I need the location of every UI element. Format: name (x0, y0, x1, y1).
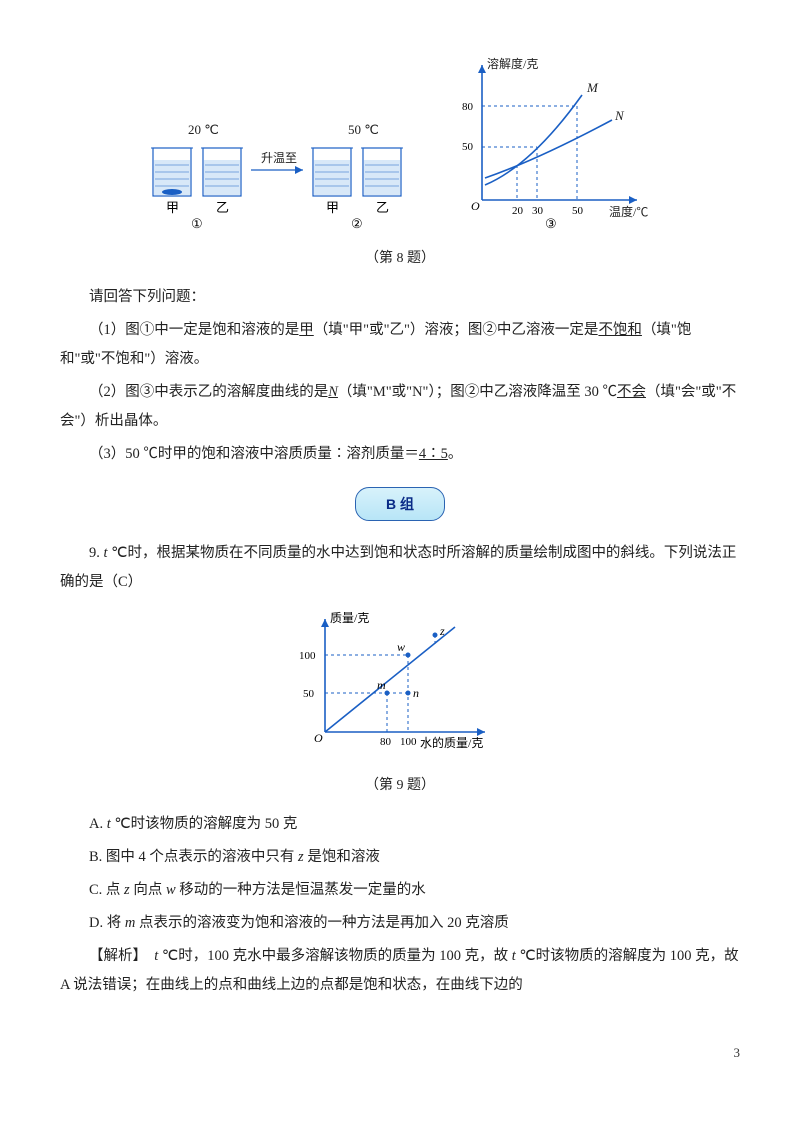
beaker-label-1: 甲 (166, 200, 179, 215)
svg-text:80: 80 (462, 101, 474, 113)
svg-text:M: M (586, 80, 599, 95)
q9-a: 9. (89, 545, 104, 561)
beaker-label-3: 甲 (326, 200, 339, 215)
q8-1-a: （1）图①中一定是饱和溶液的是 (89, 322, 299, 338)
arrow-label: 升温至 (261, 151, 297, 165)
svg-text:20: 20 (512, 205, 524, 217)
q8-1-ans2: 不饱和 (598, 322, 642, 338)
circle-3: ③ (545, 216, 557, 230)
fig9-chart: 质量/克 水的质量/克 O 50 100 80 100 m n w z (285, 607, 515, 757)
svg-text:w: w (397, 640, 405, 654)
circle-1: ① (191, 216, 203, 230)
fig9-ylabel: 质量/克 (330, 611, 369, 625)
q9-ans: C (118, 574, 128, 590)
beaker-2 (201, 148, 243, 196)
temp-left: 20 ℃ (188, 122, 219, 137)
svg-text:m: m (377, 678, 386, 692)
q8-3-ans: 4∶5 (419, 446, 448, 462)
svg-text:N: N (614, 108, 625, 123)
fig9-caption: （第 9 题） (60, 772, 740, 800)
q8-2-a: （2）图③中表示乙的溶解度曲线的是 (89, 384, 328, 400)
q8-part2: （2）图③中表示乙的溶解度曲线的是N（填"M"或"N"）；图②中乙溶液降温至 3… (60, 378, 740, 436)
fig9-xlabel: 水的质量/克 (420, 735, 483, 750)
svg-text:100: 100 (299, 650, 316, 662)
q8-2-ans1: N (328, 384, 338, 400)
q9-option-c: C. 点 z 向点 w 移动的一种方法是恒温蒸发一定量的水 (60, 876, 740, 905)
fig8-caption: （第 8 题） (60, 245, 740, 273)
circle-2: ② (351, 216, 363, 230)
q9-option-d: D. 将 m 点表示的溶液变为饱和溶液的一种方法是再加入 20 克溶质 (60, 909, 740, 938)
q8-1-b: （填"甲"或"乙"）溶液；图②中乙溶液一定是 (314, 322, 599, 338)
svg-text:50: 50 (303, 688, 315, 700)
figure-9: 质量/克 水的质量/克 O 50 100 80 100 m n w z （第 9… (60, 607, 740, 800)
svg-text:50: 50 (572, 205, 584, 217)
svg-text:O: O (471, 199, 480, 213)
svg-text:n: n (413, 686, 419, 700)
q8-1-ans1: 甲 (299, 322, 314, 338)
q9-stem: 9. t ℃时，根据某物质在不同质量的水中达到饱和状态时所溶解的质量绘制成图中的… (60, 539, 740, 597)
group-b-label: B 组 (355, 487, 445, 521)
q9-option-b: B. 图中 4 个点表示的溶液中只有 z 是饱和溶液 (60, 843, 740, 872)
beaker-3 (311, 148, 353, 196)
temp-right: 50 ℃ (348, 122, 379, 137)
x-axis-label: 温度/℃ (609, 204, 648, 219)
q9-explain: 【解析】 t ℃时，100 克水中最多溶解该物质的质量为 100 克，故 t ℃… (60, 942, 740, 1000)
svg-text:30: 30 (532, 205, 544, 217)
svg-text:50: 50 (462, 141, 474, 153)
q8-part1: （1）图①中一定是饱和溶液的是甲（填"甲"或"乙"）溶液；图②中乙溶液一定是不饱… (60, 316, 740, 374)
q9-option-a: A. t ℃时该物质的溶解度为 50 克 (60, 810, 740, 839)
beaker-label-4: 乙 (376, 200, 389, 215)
q8-3-a: （3）50 ℃时甲的饱和溶液中溶质质量∶溶剂质量＝ (89, 446, 419, 462)
q9-b: ℃时，根据某物质在不同质量的水中达到饱和状态时所溶解的质量绘制成图中的斜线。下列… (60, 545, 736, 590)
q8-part3: （3）50 ℃时甲的饱和溶液中溶质质量∶溶剂质量＝4∶5。 (60, 440, 740, 469)
y-axis-label: 溶解度/克 (487, 56, 538, 71)
q8-2-ans2: 不会 (617, 384, 646, 400)
svg-text:80: 80 (380, 736, 392, 748)
svg-text:z: z (439, 624, 445, 638)
page-number: 3 (60, 1040, 740, 1066)
beaker-4 (361, 148, 403, 196)
beaker-label-2: 乙 (216, 200, 229, 215)
svg-text:O: O (314, 731, 323, 745)
q8-3-b: 。 (448, 446, 463, 462)
fig8-chart: 溶解度/克 温度/℃ 20 30 50 50 80 O M N ③ (437, 50, 667, 230)
q8-2-b: （填"M"或"N"）；图②中乙溶液降温至 30 ℃ (338, 384, 617, 400)
q9-c: ） (128, 574, 143, 590)
q8-intro: 请回答下列问题： (60, 283, 740, 312)
beaker-1 (151, 148, 193, 196)
svg-text:100: 100 (400, 736, 417, 748)
fig8-beakers: 20 ℃ 50 ℃ 升温至 (133, 120, 433, 230)
group-b-wrap: B 组 (60, 487, 740, 521)
figure-8: 20 ℃ 50 ℃ 升温至 (60, 50, 740, 273)
